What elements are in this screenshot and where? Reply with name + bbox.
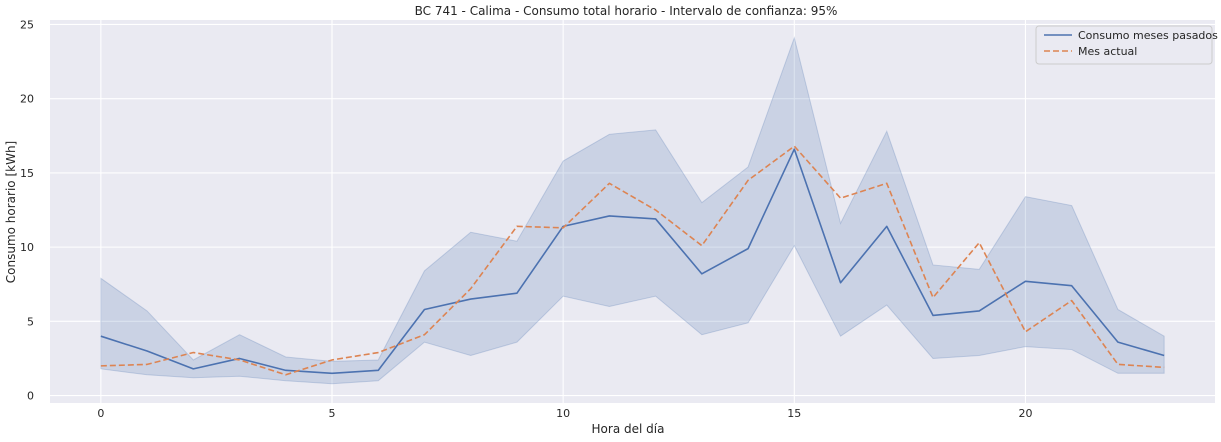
confidence-band-consumo <box>100 36 1165 385</box>
y-axis-label: Consumo horario [kWh] <box>4 141 18 283</box>
legend-label-mes-actual: Mes actual <box>1078 45 1137 58</box>
chart-title: BC 741 - Calima - Consumo total horario … <box>415 4 838 18</box>
y-tick-label: 0 <box>27 390 34 403</box>
legend: Consumo meses pasados Mes actual <box>1035 25 1218 65</box>
grid <box>50 20 1215 403</box>
x-tick-label: 20 <box>1018 407 1032 420</box>
x-tick-label: 0 <box>97 407 104 420</box>
y-tick-label: 20 <box>20 93 34 106</box>
x-tick-label: 10 <box>556 407 570 420</box>
series-line-mes-actual <box>100 145 1165 376</box>
series-line-consumo <box>100 148 1165 375</box>
plot-background <box>50 20 1215 403</box>
x-tick-label: 15 <box>787 407 801 420</box>
y-tick-label: 10 <box>20 241 34 254</box>
series-lines <box>100 145 1165 376</box>
y-tick-label: 5 <box>27 315 34 328</box>
y-tick-label: 25 <box>20 18 34 31</box>
x-axis-label: Hora del día <box>592 422 665 436</box>
y-tick-labels: 0 5 10 15 20 25 <box>20 18 34 402</box>
legend-label-consumo: Consumo meses pasados <box>1078 29 1218 42</box>
y-tick-label: 15 <box>20 167 34 180</box>
legend-box <box>1035 25 1213 65</box>
confidence-bands <box>100 36 1165 385</box>
x-tick-label: 5 <box>329 407 336 420</box>
x-tick-labels: 0 5 10 15 20 <box>97 407 1032 420</box>
